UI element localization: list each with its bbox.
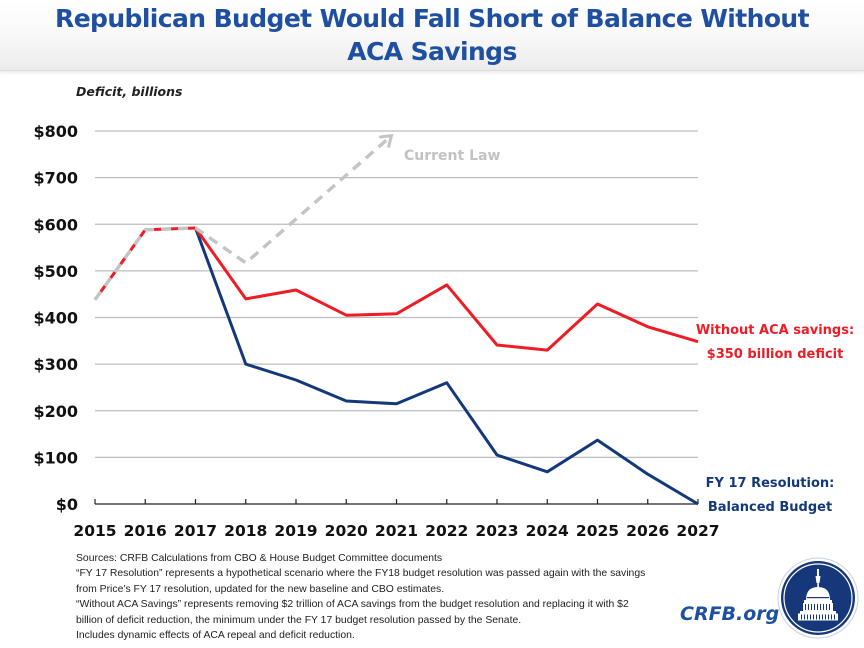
x-axis-tick-labels: 2015 2016 2017 2018 2019 2020 2021 2022 2023 2024… (73, 522, 719, 540)
x-tick-label: 2021 (375, 522, 418, 540)
title-line-1: Republican Budget Would Fall Short of Ba… (55, 4, 810, 33)
annotation-without-aca-line2: $350 billion deficit (707, 347, 844, 362)
y-axis-ticks: $0 $100 $200 $300 $400 $500 $600 $700 $800 (33, 122, 78, 514)
x-axis (94, 499, 699, 505)
series-line-without-aca-savings (93, 226, 699, 352)
x-tick-label: 2027 (676, 522, 719, 540)
x-tick-label: 2020 (325, 522, 368, 540)
y-tick-label: $800 (33, 122, 78, 141)
brand-url: CRFB.org (680, 603, 780, 625)
annotation-fy17-line1: FY 17 Resolution: (706, 476, 835, 491)
y-tick-label: $100 (33, 448, 78, 467)
capitol-dome-icon (777, 557, 859, 639)
footnote-line: billion of deficit reduction, the minimu… (76, 614, 522, 626)
gridlines (95, 130, 698, 458)
x-tick-label: 2019 (274, 522, 317, 540)
series-lines (93, 133, 699, 506)
footnote-sources: Sources: CRFB Calculations from CBO & Ho… (76, 553, 443, 564)
footnote-line: “Without ACA Savings” represents removin… (76, 599, 629, 611)
footnotes: Sources: CRFB Calculations from CBO & Ho… (76, 551, 736, 643)
y-tick-label: $500 (33, 262, 78, 281)
x-tick-label: 2023 (475, 522, 518, 540)
annotation-without-aca-line1: Without ACA savings: (696, 323, 854, 338)
x-tick-label: 2018 (224, 522, 267, 540)
x-tick-label: 2022 (425, 522, 468, 540)
x-tick-label: 2025 (576, 522, 619, 540)
y-tick-label: $300 (33, 355, 78, 374)
header-band: Republican Budget Would Fall Short of Ba… (0, 0, 864, 71)
annotation-current-law: Current Law (404, 148, 500, 164)
y-tick-label: $700 (33, 169, 78, 188)
annotations: Current Law Without ACA savings: $350 bi… (404, 148, 854, 515)
footnote-line: Includes dynamic effects of ACA repeal a… (76, 630, 355, 642)
y-tick-label: $400 (33, 309, 78, 328)
y-tick-label: $0 (56, 495, 78, 514)
title-line-2: ACA Savings (347, 37, 517, 66)
x-tick-label: 2016 (124, 522, 167, 540)
x-tick-label: 2017 (174, 522, 217, 540)
y-tick-label: $200 (33, 402, 78, 421)
footnote-line: “FY 17 Resolution” represents a hypothet… (76, 568, 646, 580)
chart-title: Republican Budget Would Fall Short of Ba… (0, 2, 864, 68)
x-tick-label: 2026 (626, 522, 669, 540)
annotation-fy17-line2: Balanced Budget (708, 500, 832, 515)
footnote-line: from Price’s FY 17 resolution, updated f… (76, 583, 445, 595)
x-tick-label: 2024 (526, 522, 569, 540)
x-tick-label: 2015 (73, 522, 116, 540)
y-tick-label: $600 (33, 215, 78, 234)
series-line-fy17-resolution (194, 227, 699, 506)
current-law-arrowhead (379, 133, 394, 148)
series-line-current-law (93, 134, 393, 301)
y-axis-title: Deficit, billions (76, 84, 183, 99)
